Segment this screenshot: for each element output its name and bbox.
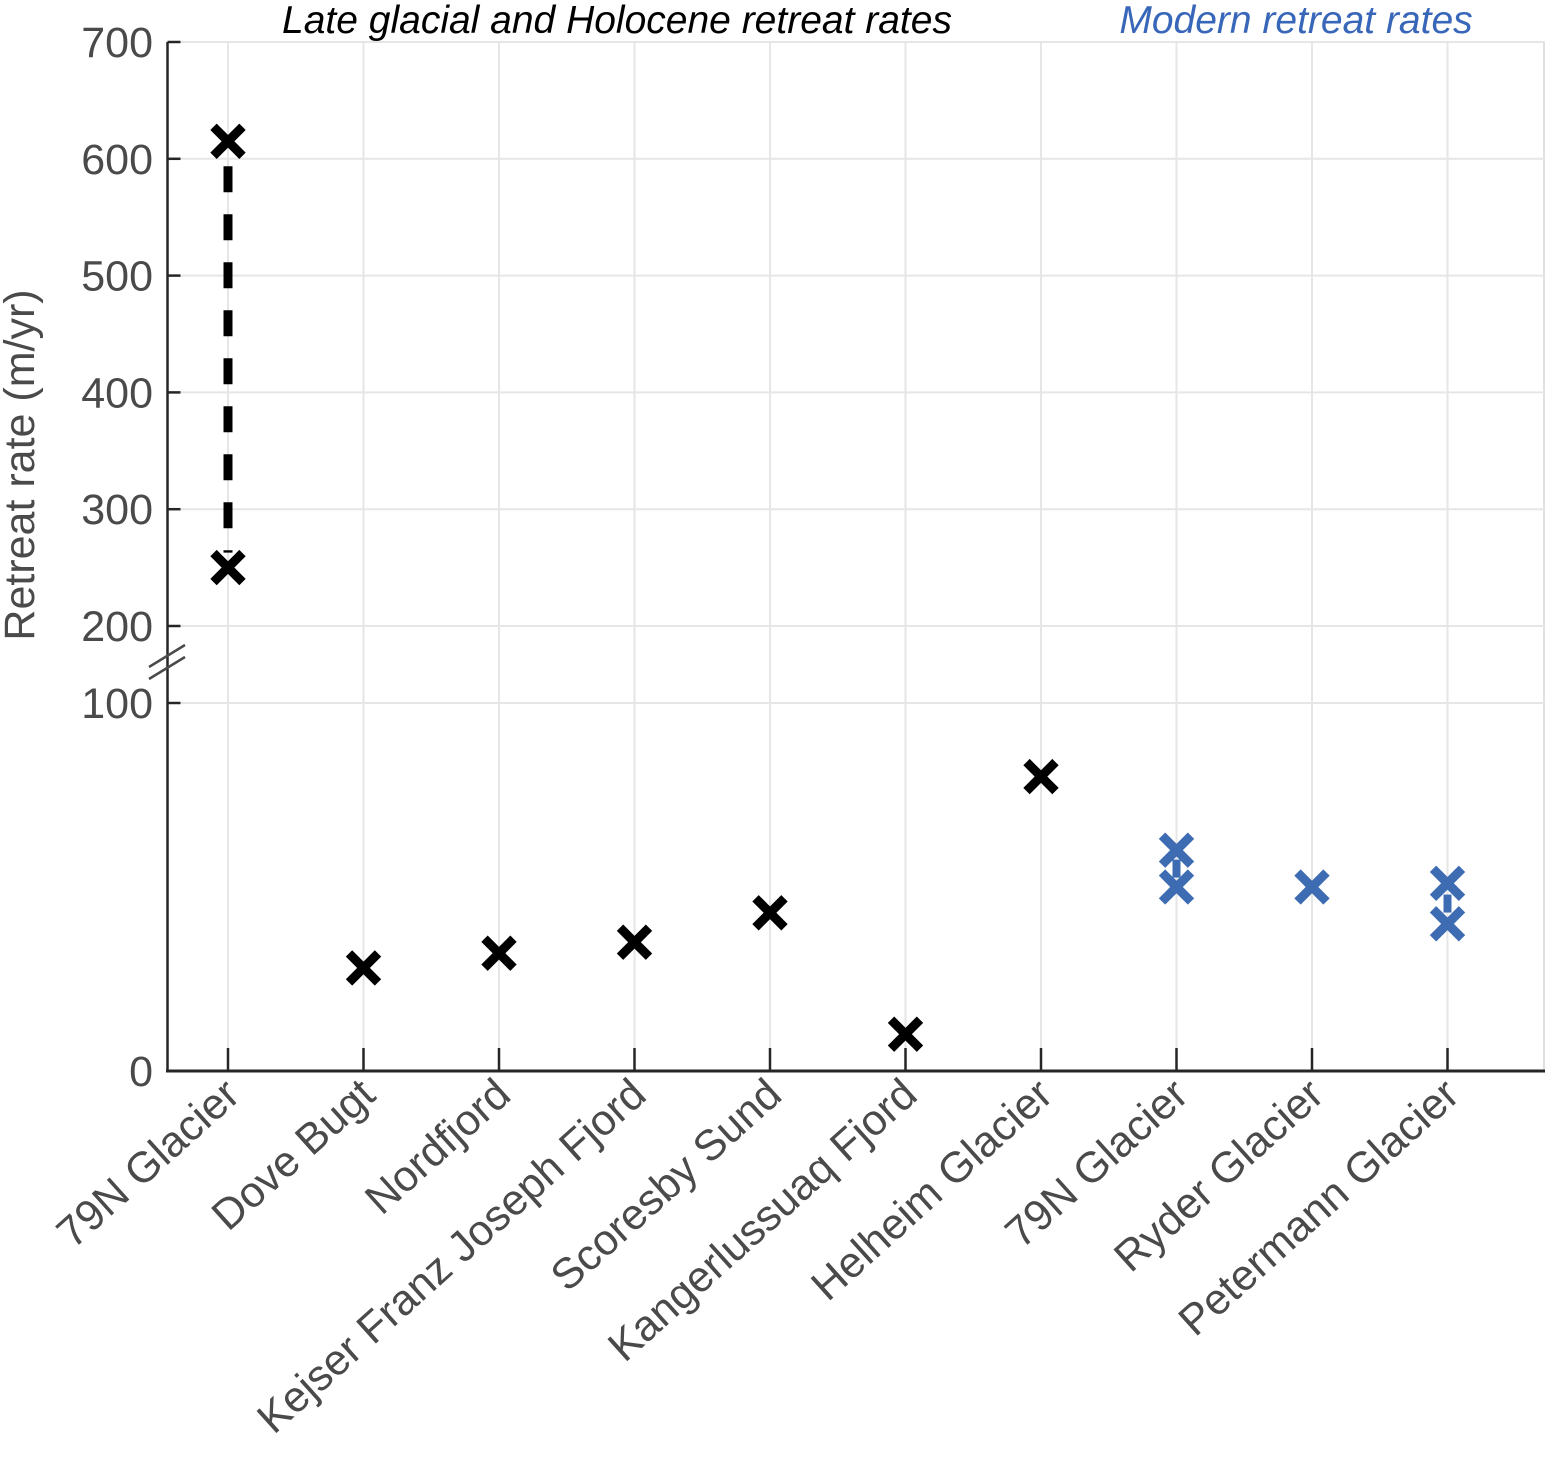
y-tick-label: 400 (81, 369, 153, 417)
axes (166, 40, 1545, 1073)
axis-break-slash (148, 643, 186, 669)
axis-break-slash (148, 655, 186, 681)
y-tick-label: 200 (81, 603, 153, 651)
paleo-x-marker (752, 895, 788, 931)
modern-x-marker (1158, 832, 1195, 868)
left-section-title: Late glacial and Holocene retreat rates (282, 0, 952, 42)
modern-x-marker (1158, 869, 1195, 905)
data-points (210, 123, 1466, 1052)
modern-x-marker (1429, 906, 1466, 942)
paleo-x-marker (210, 549, 246, 586)
modern-x-marker (1294, 869, 1330, 905)
y-axis-label: Retreat rate (m/yr) (0, 289, 44, 640)
y-tick-label: 500 (81, 253, 153, 301)
paleo-x-marker (616, 924, 653, 960)
paleo-x-marker (345, 950, 382, 986)
modern-x-marker (1429, 865, 1466, 902)
paleo-x-marker (210, 123, 246, 159)
y-tick-label: 700 (81, 19, 153, 67)
axis-break-mark (148, 643, 186, 681)
paleo-x-marker (887, 1016, 924, 1052)
paleo-x-marker (1023, 758, 1059, 795)
y-tick-label: 0 (129, 1048, 153, 1096)
y-tick-label: 300 (81, 486, 153, 534)
right-section-title: Modern retreat rates (1119, 0, 1472, 42)
y-tick-label: 100 (81, 680, 153, 728)
paleo-x-marker (481, 935, 517, 971)
y-tick-label: 600 (81, 136, 153, 184)
